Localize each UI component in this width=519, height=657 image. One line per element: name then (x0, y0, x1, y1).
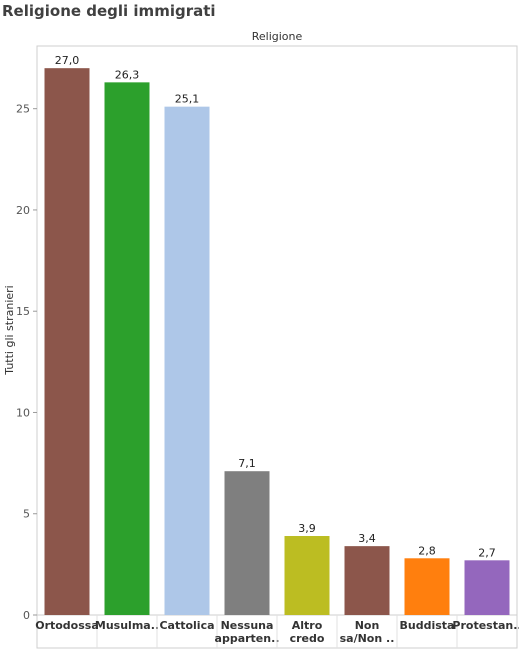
data-label: 26,3 (115, 68, 140, 81)
bar (44, 68, 90, 616)
data-label: 3,4 (358, 532, 376, 545)
bar (104, 82, 150, 616)
data-label: 25,1 (175, 93, 200, 106)
bar (224, 471, 270, 615)
y-tick-label: 15 (16, 305, 30, 318)
data-label: 3,9 (298, 522, 316, 535)
y-tick-label: 20 (16, 204, 30, 217)
data-label: 2,8 (418, 544, 436, 557)
y-tick-label: 25 (16, 103, 30, 116)
y-axis-title: Tutti gli stranieri (3, 285, 16, 375)
category-label: Altro credo (290, 619, 325, 645)
category-label: Non sa/Non .. (340, 619, 395, 645)
bar (344, 546, 390, 615)
data-label: 2,7 (478, 546, 496, 559)
category-label: Buddista (400, 619, 455, 632)
bar (404, 558, 450, 615)
category-label: Cattolica (159, 619, 214, 632)
plot-area: 0 5 10 15 20 25 27,0 Ortodossa 26,3 Musulma.. 25,1… (16, 45, 519, 649)
chart-title: Religione degli immigrati (2, 2, 216, 20)
category-label: Musulma.. (95, 619, 159, 632)
category-label: Nessuna apparten.. (215, 619, 280, 645)
column-header: Religione (252, 30, 303, 43)
data-label: 7,1 (238, 457, 256, 470)
bar (164, 106, 210, 615)
y-tick-label: 5 (23, 508, 30, 521)
bar (464, 560, 510, 615)
y-tick-label: 0 (23, 609, 30, 622)
data-label: 27,0 (55, 54, 80, 67)
bar (284, 536, 330, 615)
category-label: Ortodossa (35, 619, 99, 632)
category-label: Protestan.. (452, 619, 519, 632)
y-tick-label: 10 (16, 406, 30, 419)
